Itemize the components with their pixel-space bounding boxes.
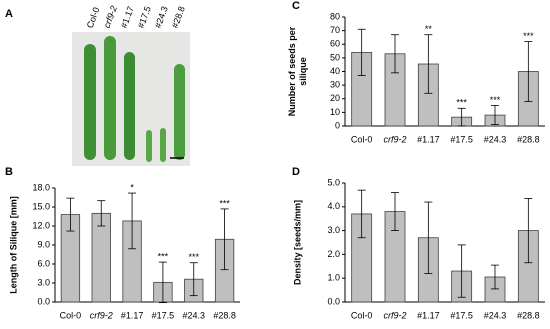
y-tick-label: 4.0 [327, 201, 340, 211]
significance: *** [219, 198, 230, 208]
significance: *** [523, 31, 534, 41]
photo-label: #17.5 [136, 5, 153, 30]
y-tick-label: 10 [330, 107, 340, 117]
x-tick-label: #24.3 [182, 310, 205, 320]
panel-label: B [5, 166, 13, 178]
y-tick-label: 20 [330, 93, 340, 103]
x-tick-label: #17.5 [152, 310, 175, 320]
x-tick-label: #28.8 [517, 310, 540, 320]
photo-label: #1.17 [119, 5, 136, 30]
y-tick-label: 1.0 [327, 273, 340, 283]
y-axis-label: Length of Silique [mm] [8, 196, 18, 294]
y-tick-label: 15.0 [32, 201, 50, 211]
y-axis-label: Number of seeds per [287, 26, 297, 116]
x-tick-label: #17.5 [450, 310, 473, 320]
x-tick-label: crf9-2 [383, 134, 406, 144]
silique [160, 128, 166, 162]
x-tick-label: #24.3 [484, 134, 507, 144]
y-tick-label: 3.0 [37, 277, 50, 287]
significance: * [130, 182, 134, 192]
x-tick-label: crf9-2 [90, 310, 113, 320]
y-tick-label: 12.0 [32, 220, 50, 230]
y-tick-label: 70 [330, 25, 340, 35]
y-tick-label: 0 [335, 120, 340, 130]
y-axis-label: silique [298, 57, 308, 86]
silique [146, 130, 152, 162]
x-tick-label: #1.17 [121, 310, 144, 320]
panel-label: A [5, 8, 13, 20]
y-axis-label: Density [seeds/mm] [292, 200, 302, 285]
y-tick-label: 3.0 [327, 225, 340, 235]
x-tick-label: #24.3 [484, 310, 507, 320]
silique [84, 44, 96, 160]
y-tick-label: 60 [330, 39, 340, 49]
significance: *** [158, 251, 169, 261]
y-tick-label: 6.0 [37, 258, 50, 268]
y-tick-label: 5.0 [327, 177, 340, 187]
x-tick-label: #28.8 [517, 134, 540, 144]
y-tick-label: 80 [330, 11, 340, 21]
y-tick-label: 2.0 [327, 249, 340, 259]
photo-label: #24.3 [153, 5, 170, 30]
significance: *** [188, 252, 199, 262]
y-tick-label: 50 [330, 52, 340, 62]
silique [174, 64, 185, 160]
significance: *** [456, 98, 467, 108]
panel-label: C [292, 0, 300, 12]
photo-label: Col-0 [85, 6, 102, 30]
x-tick-label: #1.17 [417, 134, 440, 144]
y-tick-label: 40 [330, 66, 340, 76]
x-tick-label: #1.17 [417, 310, 440, 320]
photo-label: crf9-2 [102, 4, 119, 29]
silique [104, 36, 116, 160]
x-tick-label: #28.8 [213, 310, 236, 320]
y-tick-label: 0.0 [327, 296, 340, 306]
x-tick-label: crf9-2 [383, 310, 406, 320]
photo-label: #28.8 [170, 5, 187, 30]
x-tick-label: Col-0 [60, 310, 82, 320]
significance: ** [425, 24, 433, 34]
panel-label: D [292, 166, 300, 178]
y-tick-label: 9.0 [37, 239, 50, 249]
x-tick-label: Col-0 [351, 310, 373, 320]
bar [91, 212, 111, 303]
significance: *** [490, 95, 501, 105]
x-tick-label: Col-0 [351, 134, 373, 144]
x-tick-label: #17.5 [450, 134, 473, 144]
y-tick-label: 30 [330, 80, 340, 90]
y-tick-label: 18.0 [32, 182, 50, 192]
y-tick-label: 0.0 [37, 296, 50, 306]
silique [124, 52, 135, 160]
photo [72, 32, 190, 166]
